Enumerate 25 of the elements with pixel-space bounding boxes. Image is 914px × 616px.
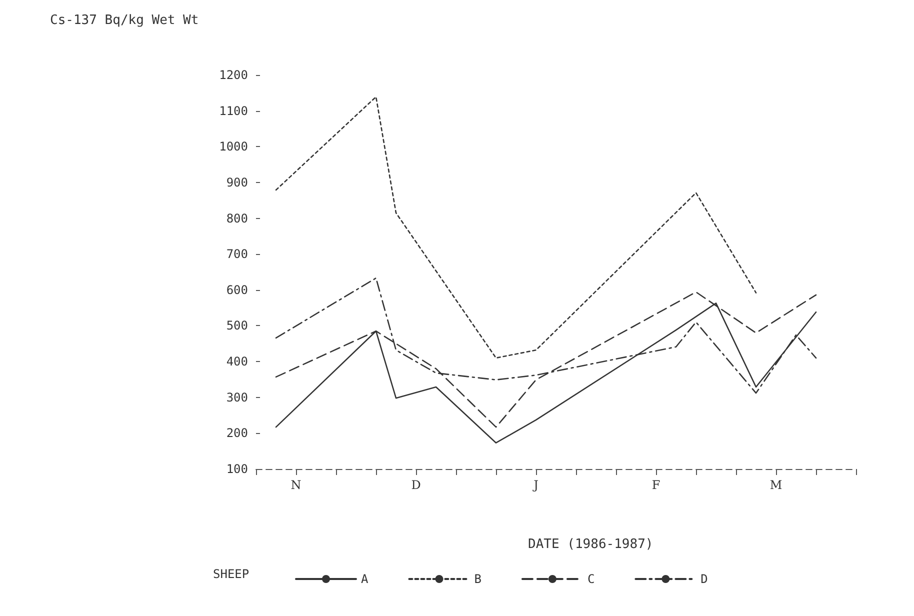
y-tick-label: 1100 [219,104,248,118]
x-tick-label: M [770,478,782,492]
x-tick-label: D [411,478,421,492]
legend-label: B [474,572,482,586]
line-series [275,96,757,359]
x-tick-label: F [652,478,660,492]
y-tick-label: 700 [226,247,248,262]
y-tick-label: 600 [226,282,248,297]
x-tick-label: J [532,478,539,492]
legend-label: D [700,572,708,586]
y-tick-label: 100 [226,462,248,476]
legend-label: A [361,572,369,586]
legend-label: C [587,572,595,586]
x-axis-title: DATE (1986-1987) [528,537,654,552]
legend-title: SHEEP [213,567,250,581]
y-tick-label: 1200 [219,68,248,82]
y-axis-title: Cs-137 Bq/kg Wet Wt [50,13,199,28]
y-tick-label: 900 [226,175,248,190]
y-tick-label: 800 [226,211,248,226]
x-tick-label: N [290,478,302,492]
y-tick-label: 200 [226,426,248,440]
y-tick-label: 300 [226,390,248,404]
y-tick-label: 400 [226,354,248,369]
y-tick-label: 1000 [219,140,248,154]
y-tick-label: 500 [226,318,248,333]
